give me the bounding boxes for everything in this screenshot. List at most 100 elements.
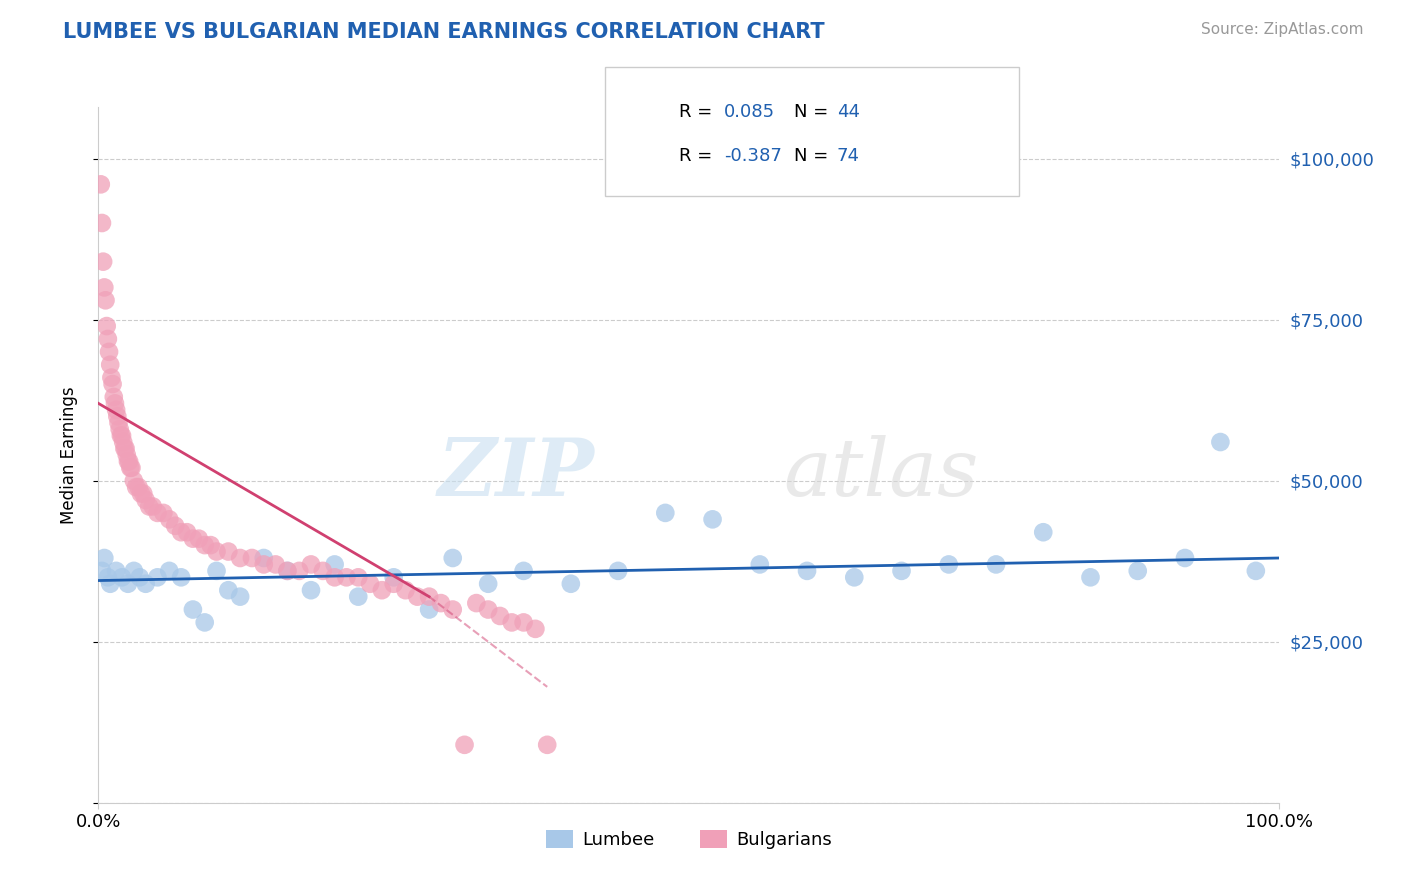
Point [229,590,252,604]
Point [748,558,770,572]
Point [98,358,121,372]
Point [103,390,125,404]
Point [97,332,120,346]
Point [560,576,582,591]
Text: atlas: atlas [783,435,979,513]
Point [371,583,394,598]
Point [253,558,276,572]
Point [118,454,141,468]
Point [105,564,128,578]
Point [170,570,193,584]
Point [98,344,121,359]
Point [489,609,512,624]
Point [176,525,198,540]
Point [441,602,464,616]
Point [536,738,558,752]
Point [121,460,143,475]
Point [406,590,429,604]
Point [299,558,322,572]
Point [135,576,157,591]
Point [111,428,134,442]
Point [94,293,117,308]
Point [93,280,115,294]
Point [165,518,187,533]
Point [104,396,127,410]
Point [1174,551,1197,566]
Point [501,615,523,630]
Point [93,551,115,566]
Point [105,402,128,417]
Text: Source: ZipAtlas.com: Source: ZipAtlas.com [1201,22,1364,37]
Point [1032,525,1054,540]
Point [122,474,145,488]
Point [96,319,118,334]
Point [512,564,534,578]
Point [1244,564,1267,578]
Point [1209,435,1232,450]
Point [288,564,311,578]
Point [1126,564,1149,578]
Legend: Lumbee, Bulgarians: Lumbee, Bulgarians [538,822,839,856]
Point [441,551,464,566]
Point [108,422,131,436]
Text: 44: 44 [837,103,859,120]
Point [702,512,724,526]
Point [205,564,228,578]
Point [465,596,488,610]
Text: N =: N = [794,147,834,165]
Point [100,370,122,384]
Text: 74: 74 [837,147,859,165]
Point [477,576,499,591]
Point [524,622,547,636]
Text: LUMBEE VS BULGARIAN MEDIAN EARNINGS CORRELATION CHART: LUMBEE VS BULGARIAN MEDIAN EARNINGS CORR… [63,22,825,42]
Point [654,506,676,520]
Point [142,500,165,514]
Point [217,583,239,598]
Point [418,602,440,616]
Point [115,448,138,462]
Point [132,486,155,500]
Text: ZIP: ZIP [437,435,595,513]
Text: R =: R = [679,147,718,165]
Point [347,570,370,584]
Point [181,602,204,616]
Point [91,216,114,230]
Text: R =: R = [679,103,718,120]
Point [90,178,112,192]
Point [984,558,1007,572]
Point [110,428,132,442]
Point [146,506,169,520]
Point [194,615,217,630]
Point [477,602,499,616]
Point [146,570,169,584]
Point [382,576,405,591]
Point [135,493,157,508]
Point [157,564,180,578]
Point [217,544,239,558]
Point [128,480,150,494]
Point [253,551,276,566]
Point [430,596,453,610]
Point [91,564,114,578]
Point [323,570,346,584]
Point [512,615,534,630]
Point [111,570,134,584]
Point [418,590,440,604]
Point [181,532,204,546]
Point [938,558,960,572]
Text: -0.387: -0.387 [724,147,782,165]
Point [138,500,160,514]
Point [112,435,135,450]
Point [796,564,818,578]
Point [114,442,136,456]
Text: 0.085: 0.085 [724,103,775,120]
Point [264,558,287,572]
Point [276,564,298,578]
Point [359,576,381,591]
Point [229,551,252,566]
Point [205,544,228,558]
Point [128,570,150,584]
Point [1080,570,1102,584]
Point [453,738,475,752]
Point [194,538,217,552]
